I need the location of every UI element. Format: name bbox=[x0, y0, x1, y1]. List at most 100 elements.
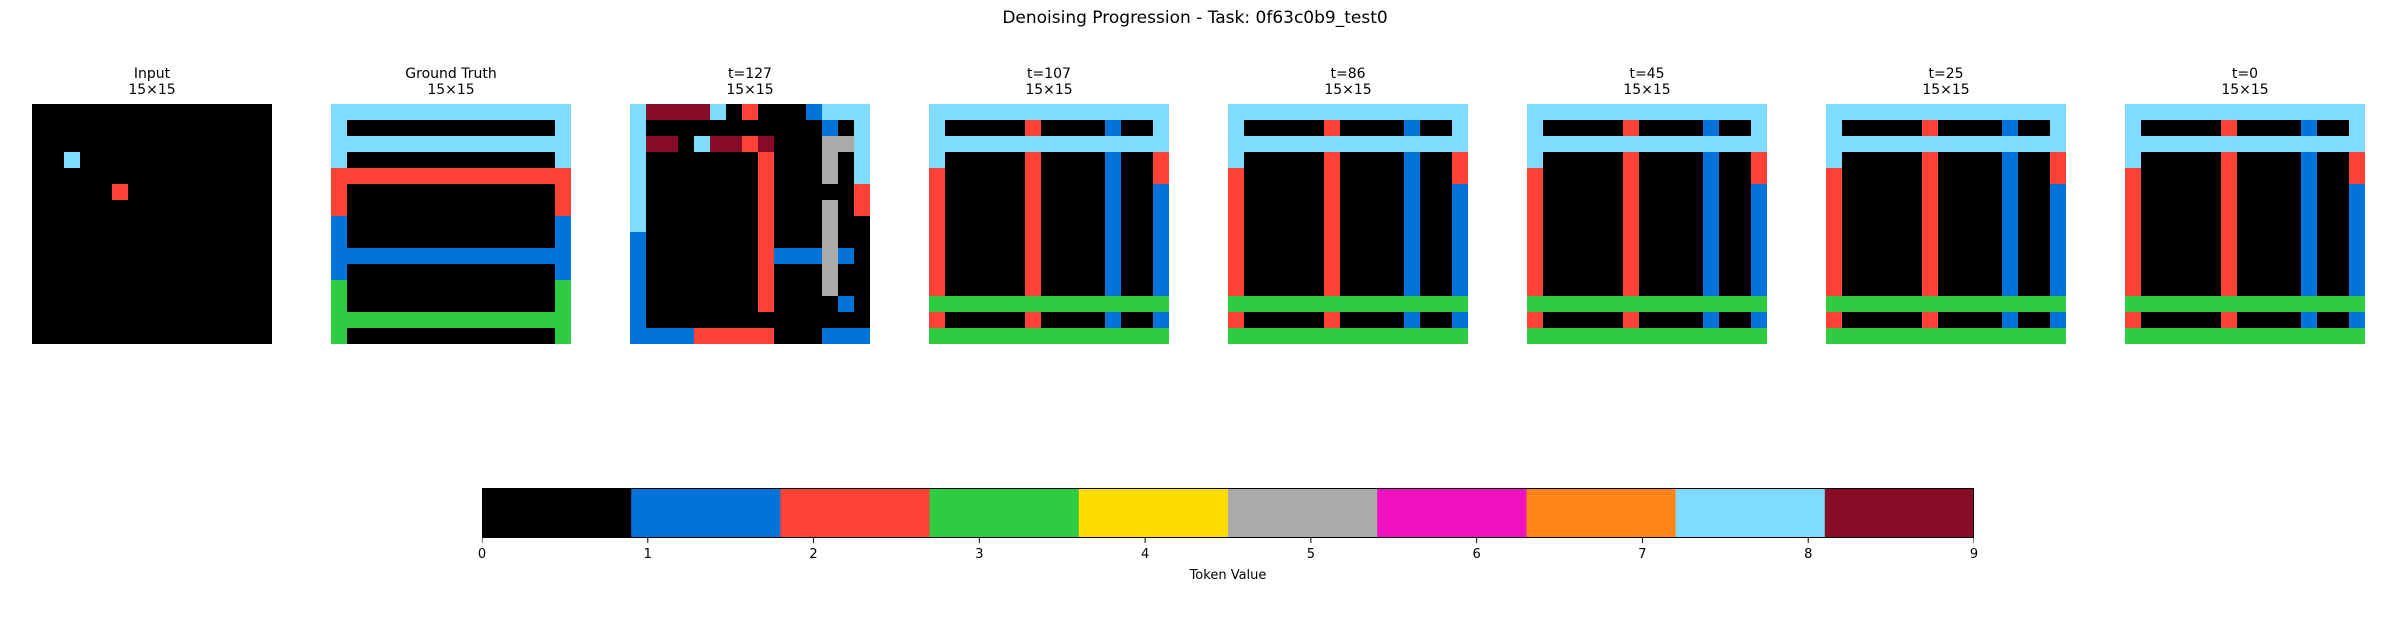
grid-cell bbox=[1244, 136, 1261, 153]
grid-cell bbox=[1057, 120, 1074, 137]
grid-cell bbox=[2317, 200, 2334, 217]
grid-cell bbox=[1105, 296, 1122, 313]
grid-cell bbox=[1436, 264, 1453, 281]
grid-cell bbox=[1922, 216, 1939, 233]
grid-cell bbox=[2205, 328, 2222, 344]
grid-cell bbox=[1404, 280, 1421, 297]
grid-cell bbox=[1121, 328, 1138, 344]
grid-cell bbox=[459, 168, 476, 185]
grid-cell bbox=[411, 120, 428, 137]
grid-cell bbox=[1842, 280, 1859, 297]
grid-cell bbox=[1842, 200, 1859, 217]
grid-cell bbox=[1543, 104, 1560, 121]
grid-cell bbox=[2125, 296, 2142, 313]
colorbar-tick-label: 5 bbox=[1306, 547, 1316, 562]
grid-cell bbox=[2237, 296, 2254, 313]
grid-cell bbox=[1735, 232, 1752, 249]
grid-cell bbox=[1324, 328, 1341, 344]
grid-cell bbox=[507, 200, 524, 217]
grid-cell bbox=[1025, 200, 1042, 217]
grid-cell bbox=[2050, 104, 2066, 121]
grid-cell bbox=[2333, 136, 2350, 153]
grid-cell bbox=[1009, 136, 1026, 153]
grid-cell bbox=[2253, 120, 2270, 137]
grid-cell bbox=[128, 328, 145, 344]
grid-cell bbox=[961, 136, 978, 153]
grid-cell bbox=[1607, 264, 1624, 281]
grid-cell bbox=[1025, 328, 1042, 344]
grid-cell bbox=[1260, 120, 1277, 137]
grid-cell bbox=[443, 152, 460, 169]
grid-cell bbox=[1607, 232, 1624, 249]
grid-cell bbox=[961, 168, 978, 185]
grid-cell bbox=[192, 280, 209, 297]
colorbar-segment bbox=[1377, 488, 1527, 538]
grid-cell bbox=[192, 200, 209, 217]
grid-cell bbox=[363, 280, 380, 297]
grid-cell bbox=[475, 120, 492, 137]
grid-cell bbox=[1874, 200, 1891, 217]
grid-cell bbox=[1025, 168, 1042, 185]
grid-cell bbox=[2317, 152, 2334, 169]
grid-cell bbox=[2205, 264, 2222, 281]
grid-cell bbox=[1703, 248, 1720, 265]
grid-cell bbox=[523, 296, 540, 313]
grid-cell bbox=[2018, 136, 2035, 153]
grid-cell bbox=[347, 328, 364, 344]
grid-cell bbox=[1420, 120, 1437, 137]
grid-cell bbox=[806, 216, 823, 233]
grid-cell bbox=[1986, 216, 2003, 233]
colorbar-segment bbox=[482, 488, 632, 538]
grid-cell bbox=[507, 280, 524, 297]
grid-cell bbox=[1874, 248, 1891, 265]
panel-grid bbox=[1527, 104, 1767, 344]
grid-cell bbox=[2173, 312, 2190, 329]
grid-cell bbox=[64, 200, 81, 217]
grid-cell bbox=[539, 216, 556, 233]
grid-cell bbox=[507, 120, 524, 137]
grid-cell bbox=[240, 120, 257, 137]
grid-cell bbox=[646, 248, 663, 265]
grid-cell bbox=[1858, 296, 1875, 313]
grid-cell bbox=[2237, 280, 2254, 297]
grid-cell bbox=[112, 168, 129, 185]
grid-cell bbox=[1575, 280, 1592, 297]
grid-cell bbox=[726, 168, 743, 185]
grid-cell bbox=[1356, 120, 1373, 137]
grid-cell bbox=[112, 120, 129, 137]
grid-cell bbox=[1057, 280, 1074, 297]
grid-cell bbox=[80, 312, 97, 329]
grid-cell bbox=[379, 216, 396, 233]
grid-cell bbox=[363, 136, 380, 153]
grid-cell bbox=[80, 216, 97, 233]
grid-cell bbox=[1591, 248, 1608, 265]
grid-cell bbox=[96, 152, 113, 169]
grid-cell bbox=[1292, 280, 1309, 297]
grid-cell bbox=[758, 296, 775, 313]
grid-cell bbox=[758, 216, 775, 233]
grid-cell bbox=[662, 232, 679, 249]
grid-cell bbox=[1655, 280, 1672, 297]
grid-cell bbox=[1324, 152, 1341, 169]
grid-cell bbox=[208, 248, 225, 265]
grid-cell bbox=[838, 136, 855, 153]
grid-cell bbox=[1089, 312, 1106, 329]
grid-cell bbox=[961, 120, 978, 137]
grid-cell bbox=[1372, 184, 1389, 201]
grid-cell bbox=[774, 232, 791, 249]
grid-cell bbox=[1121, 136, 1138, 153]
grid-cell bbox=[2125, 120, 2142, 137]
grid-cell bbox=[822, 328, 839, 344]
grid-cell bbox=[160, 200, 177, 217]
grid-cell bbox=[1009, 200, 1026, 217]
grid-cell bbox=[363, 248, 380, 265]
grid-cell bbox=[1575, 296, 1592, 313]
grid-cell bbox=[2253, 296, 2270, 313]
grid-cell bbox=[2018, 264, 2035, 281]
panel-8: t=0 15×15 bbox=[2125, 66, 2365, 344]
grid-cell bbox=[2141, 168, 2158, 185]
grid-cell bbox=[929, 136, 946, 153]
grid-cell bbox=[2173, 136, 2190, 153]
grid-cell bbox=[1308, 216, 1325, 233]
grid-cell bbox=[646, 312, 663, 329]
